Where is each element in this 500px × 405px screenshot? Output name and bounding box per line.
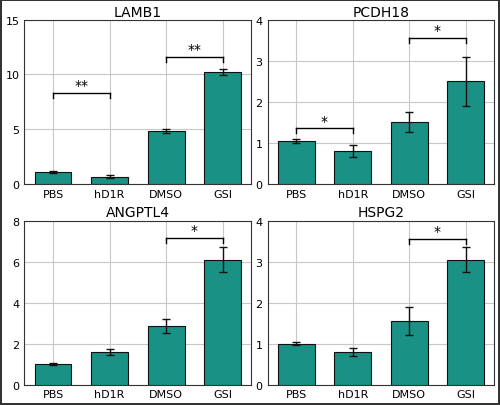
Bar	[34, 172, 72, 184]
Bar	[92, 177, 128, 184]
Title: ANGPTL4: ANGPTL4	[106, 206, 170, 220]
Title: PCDH18: PCDH18	[352, 6, 410, 19]
Text: *: *	[434, 24, 441, 38]
Text: *: *	[191, 224, 198, 238]
Text: **: **	[188, 43, 202, 57]
Bar	[148, 326, 184, 385]
Bar	[448, 260, 484, 385]
Bar	[334, 352, 371, 385]
Text: *: *	[321, 114, 328, 128]
Bar	[92, 352, 128, 385]
Bar	[278, 344, 314, 385]
Bar	[148, 132, 184, 184]
Bar	[391, 123, 428, 184]
Title: HSPG2: HSPG2	[358, 206, 405, 220]
Text: *: *	[434, 225, 441, 239]
Title: LAMB1: LAMB1	[114, 6, 162, 19]
Bar	[334, 151, 371, 184]
Text: **: **	[74, 79, 88, 93]
Bar	[278, 141, 314, 184]
Bar	[204, 260, 241, 385]
Bar	[34, 364, 72, 385]
Bar	[204, 73, 241, 184]
Bar	[448, 82, 484, 184]
Bar	[391, 321, 428, 385]
